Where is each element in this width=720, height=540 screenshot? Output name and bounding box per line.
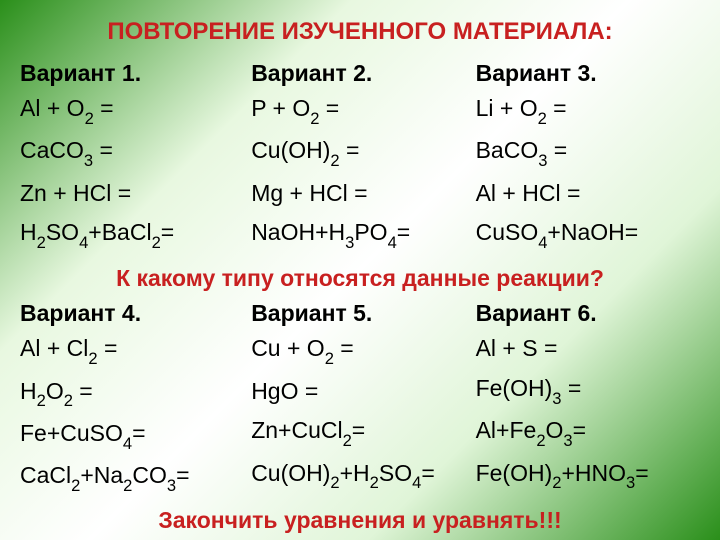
eq-v1-r1: Al + O2 = bbox=[20, 91, 251, 129]
col-v2: Вариант 2. P + O2 = Cu(OH)2 = Mg + HCl =… bbox=[251, 60, 475, 257]
eq-v2-r4: NaOH+H3PO4= bbox=[251, 215, 475, 253]
eq-v5-r2: HgO = bbox=[251, 374, 475, 410]
eq-v6-r1: Al + S = bbox=[476, 331, 700, 367]
eq-v3-r1: Li + O2 = bbox=[476, 91, 700, 129]
header-v3: Вариант 3. bbox=[476, 60, 700, 87]
eq-v1-r3: Zn + HCl = bbox=[20, 176, 251, 212]
eq-v3-r2: BaCO3 = bbox=[476, 133, 700, 171]
eq-v1-r2: CaCO3 = bbox=[20, 133, 251, 171]
col-v3: Вариант 3. Li + O2 = BaCO3 = Al + HCl = … bbox=[476, 60, 700, 257]
header-v2: Вариант 2. bbox=[251, 60, 475, 87]
eq-v2-r1: P + O2 = bbox=[251, 91, 475, 129]
header-v5: Вариант 5. bbox=[251, 300, 475, 327]
eq-v4-r1: Al + Cl2 = bbox=[20, 331, 251, 369]
eq-v6-r3: Al+Fe2O3= bbox=[476, 413, 700, 451]
header-v4: Вариант 4. bbox=[20, 300, 251, 327]
top-grid: Вариант 1. Al + O2 = CaCO3 = Zn + HCl = … bbox=[20, 60, 700, 257]
eq-v2-r2: Cu(OH)2 = bbox=[251, 133, 475, 171]
col-v4: Вариант 4. Al + Cl2 = H2O2 = Fe+CuSO4= C… bbox=[20, 300, 251, 500]
eq-v2-r3: Mg + HCl = bbox=[251, 176, 475, 212]
eq-v4-r4: CaCl2+Na2CO3= bbox=[20, 458, 251, 496]
page-title: ПОВТОРЕНИЕ ИЗУЧЕННОГО МАТЕРИАЛА: bbox=[20, 18, 700, 46]
eq-v3-r4: CuSO4+NaOH= bbox=[476, 215, 700, 253]
bottom-grid: Вариант 4. Al + Cl2 = H2O2 = Fe+CuSO4= C… bbox=[20, 300, 700, 500]
col-v5: Вариант 5. Cu + O2 = HgO = Zn+CuCl2= Cu(… bbox=[251, 300, 475, 500]
eq-v1-r4: H2SO4+BaCl2= bbox=[20, 215, 251, 253]
col-v1: Вариант 1. Al + O2 = CaCO3 = Zn + HCl = … bbox=[20, 60, 251, 257]
footer-text: Закончить уравнения и уравнять!!! bbox=[20, 507, 700, 534]
eq-v4-r2: H2O2 = bbox=[20, 374, 251, 412]
eq-v6-r4: Fe(OH)2+HNO3= bbox=[476, 456, 700, 494]
eq-v3-r3: Al + HCl = bbox=[476, 176, 700, 212]
eq-v6-r2: Fe(OH)3 = bbox=[476, 371, 700, 409]
eq-v4-r3: Fe+CuSO4= bbox=[20, 416, 251, 454]
eq-v5-r4: Cu(OH)2+H2SO4= bbox=[251, 456, 475, 494]
eq-v5-r3: Zn+CuCl2= bbox=[251, 413, 475, 451]
header-v1: Вариант 1. bbox=[20, 60, 251, 87]
eq-v5-r1: Cu + O2 = bbox=[251, 331, 475, 369]
col-v6: Вариант 6. Al + S = Fe(OH)3 = Al+Fe2O3= … bbox=[476, 300, 700, 500]
question-text: К какому типу относятся данные реакции? bbox=[20, 265, 700, 292]
header-v6: Вариант 6. bbox=[476, 300, 700, 327]
